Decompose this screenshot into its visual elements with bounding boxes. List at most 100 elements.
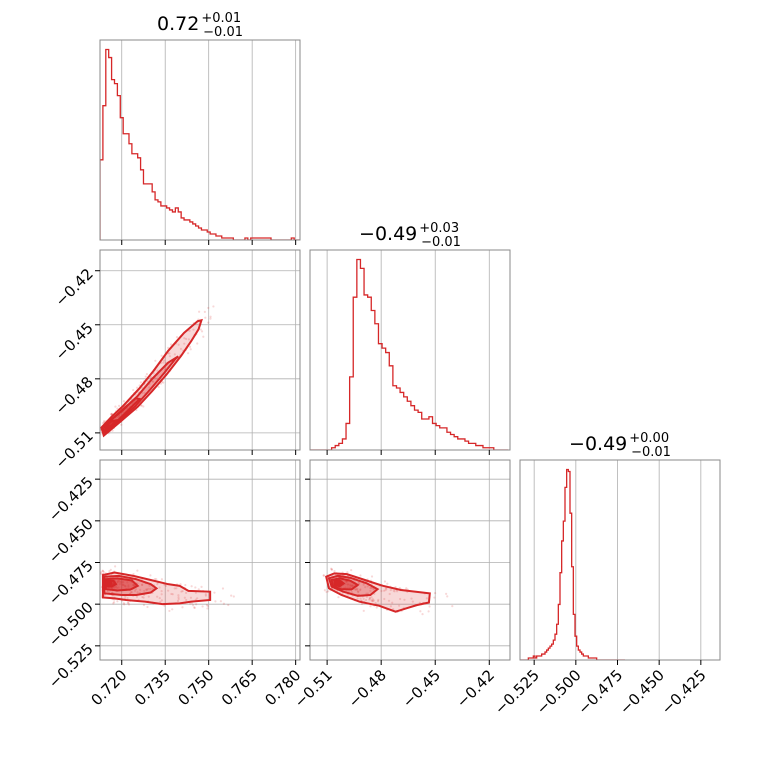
sample-point	[344, 583, 347, 586]
sample-point	[114, 405, 117, 408]
sample-point	[136, 569, 139, 572]
sample-point	[403, 598, 406, 601]
y-tick-label: −0.425	[45, 473, 97, 525]
sample-point	[385, 587, 388, 590]
sample-point	[177, 597, 180, 601]
x-tick-label: −0.48	[345, 666, 390, 711]
sample-point	[116, 586, 119, 590]
sample-point	[100, 572, 103, 575]
sample-point	[370, 575, 374, 578]
x-tick-label: −0.525	[491, 666, 543, 718]
sample-point	[173, 587, 176, 590]
y-tick-label: −0.500	[45, 598, 97, 650]
y-tick-label: −0.450	[45, 515, 97, 567]
sample-point	[199, 328, 202, 331]
sample-point	[192, 328, 195, 331]
sample-point	[108, 569, 111, 573]
sample-point	[358, 581, 361, 584]
sample-point	[145, 373, 149, 376]
sample-point	[176, 599, 180, 603]
sample-point	[142, 405, 145, 408]
sample-point	[170, 592, 173, 596]
sample-point	[185, 337, 188, 341]
sample-point	[350, 584, 354, 588]
sample-point	[148, 386, 151, 389]
sample-point	[184, 583, 187, 587]
sample-point	[111, 429, 114, 432]
sample-point	[368, 598, 371, 601]
sample-point	[114, 585, 117, 589]
sample-point	[399, 597, 402, 601]
sample-point	[359, 597, 362, 600]
sample-point	[109, 568, 112, 571]
sample-point	[362, 609, 365, 612]
sample-point	[160, 590, 163, 593]
sample-point	[151, 587, 154, 590]
sample-point	[446, 595, 449, 598]
sample-point	[121, 583, 125, 587]
sample-point	[376, 600, 380, 603]
sample-point	[132, 583, 135, 587]
sample-point	[110, 412, 114, 415]
sample-point	[322, 574, 325, 577]
sample-point	[145, 588, 148, 592]
sample-point	[371, 599, 374, 603]
sample-point	[369, 605, 372, 608]
sample-point	[130, 591, 133, 594]
sample-point	[114, 585, 118, 588]
sample-point	[127, 584, 130, 587]
sample-point	[360, 602, 364, 605]
sample-point	[158, 596, 161, 600]
density-peak	[335, 579, 343, 587]
sample-point	[369, 589, 372, 593]
sample-point	[121, 583, 124, 586]
sample-point	[366, 585, 369, 588]
sample-point	[181, 589, 184, 593]
density-contour	[325, 572, 431, 613]
sample-point	[370, 596, 373, 599]
sample-point	[179, 347, 183, 350]
sample-point	[103, 419, 106, 423]
sample-point	[192, 604, 195, 607]
sample-point	[194, 591, 197, 594]
title-lower: −0.01	[631, 445, 671, 460]
sample-point	[384, 589, 387, 592]
sample-point	[421, 613, 424, 616]
sample-point	[127, 585, 130, 588]
sample-point	[175, 336, 179, 339]
sample-point	[405, 587, 408, 590]
sample-point	[171, 593, 174, 596]
marginal-title: −0.49 +0.03 −0.01	[359, 221, 461, 250]
axes-frame	[309, 459, 511, 661]
sample-point	[393, 590, 396, 593]
sample-point	[171, 608, 174, 611]
sample-point	[371, 598, 374, 601]
sample-point	[136, 591, 139, 594]
sample-point	[117, 416, 120, 419]
sample-point	[222, 602, 226, 605]
sample-point	[350, 591, 353, 594]
sample-point	[200, 330, 204, 333]
sample-point	[152, 380, 155, 383]
y-tick-label: −0.42	[52, 265, 97, 310]
sample-point	[183, 337, 186, 340]
histogram-step	[520, 468, 625, 660]
sample-point	[119, 581, 122, 584]
sample-point	[164, 584, 168, 588]
sample-point	[356, 589, 359, 592]
sample-point	[212, 305, 215, 308]
sample-point	[346, 583, 350, 586]
sample-point	[168, 609, 171, 613]
sample-point	[177, 343, 180, 346]
sample-point	[389, 605, 393, 608]
axes-frame	[99, 459, 301, 661]
sample-point	[365, 595, 369, 598]
sample-point	[346, 571, 349, 574]
sample-point	[346, 583, 349, 586]
sample-point	[133, 589, 137, 592]
sample-point	[387, 599, 391, 602]
sample-point	[395, 590, 399, 593]
sample-point	[194, 586, 197, 589]
y-tick-label: −0.525	[45, 640, 97, 692]
